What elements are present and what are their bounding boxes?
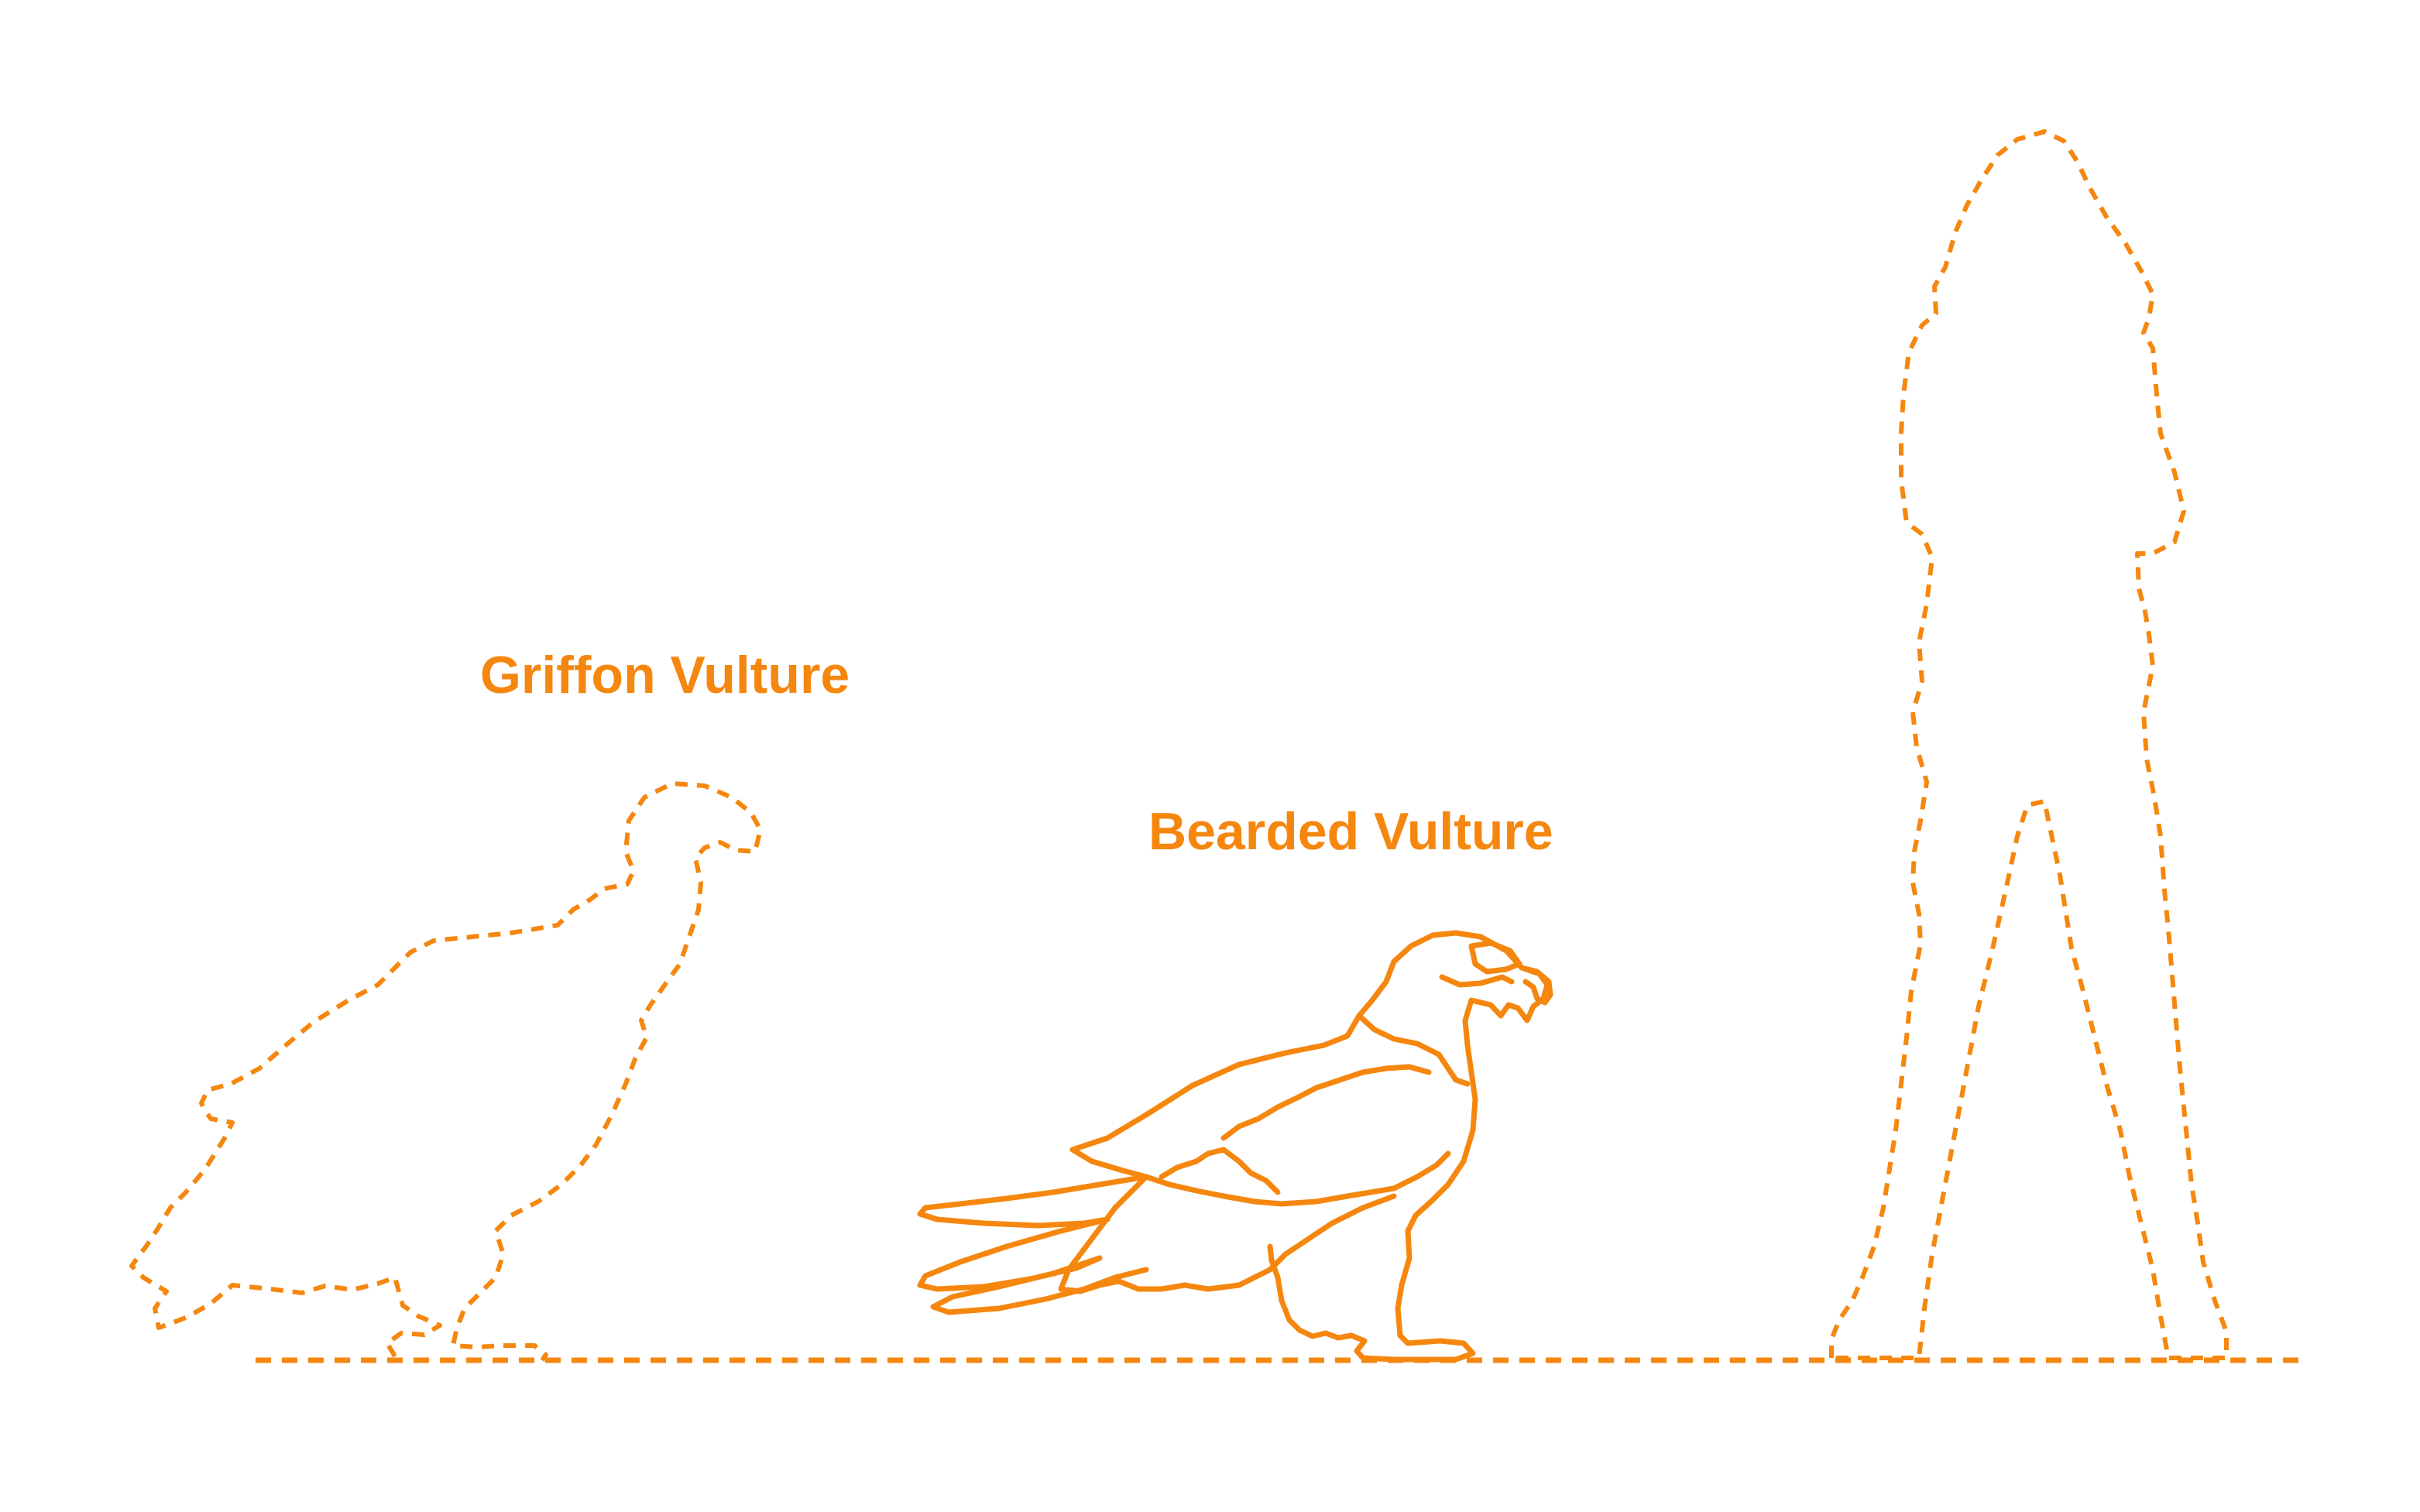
human-silhouette bbox=[1829, 129, 2229, 1360]
griffon-vulture-silhouette bbox=[129, 781, 763, 1362]
bearded-vulture-beak bbox=[1519, 965, 1553, 1006]
bearded-vulture-tail-upper bbox=[917, 1174, 1149, 1229]
bearded-vulture-eye-patch bbox=[1468, 940, 1522, 975]
bearded-vulture-wing-coverts bbox=[1220, 1064, 1432, 1141]
bearded-vulture-wing-coverts-2 bbox=[1159, 1147, 1281, 1195]
bearded-vulture-outline bbox=[1069, 930, 1550, 1363]
bearded-vulture-wing-top bbox=[1069, 1147, 1451, 1207]
bearded-vulture-secondaries bbox=[1058, 1174, 1397, 1294]
griffon-vulture-label: Griffon Vulture bbox=[480, 646, 850, 705]
bearded-vulture-illustration bbox=[917, 930, 1553, 1363]
bearded-vulture-label: Bearded Vulture bbox=[1148, 802, 1553, 861]
bearded-vulture-nape bbox=[1356, 1013, 1471, 1087]
bearded-vulture-beard bbox=[1439, 974, 1515, 988]
